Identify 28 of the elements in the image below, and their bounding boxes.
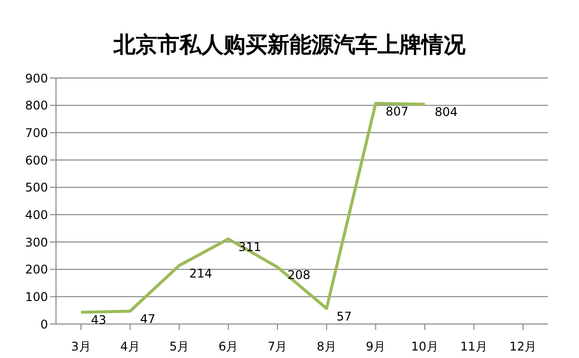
y-tick-label: 0 bbox=[40, 317, 48, 332]
x-tick-label: 5月 bbox=[169, 340, 190, 354]
data-label: 208 bbox=[287, 268, 310, 282]
x-tick-label: 10月 bbox=[411, 340, 438, 354]
x-tick-label: 7月 bbox=[268, 340, 288, 354]
y-tick-label: 300 bbox=[25, 235, 48, 250]
y-tick-label: 700 bbox=[25, 126, 48, 140]
data-label: 807 bbox=[386, 104, 409, 118]
y-tick-label: 100 bbox=[25, 290, 48, 304]
y-tick-label: 500 bbox=[25, 180, 48, 195]
data-label: 43 bbox=[91, 313, 106, 328]
x-tick-label: 11月 bbox=[460, 340, 488, 354]
y-tick-label: 800 bbox=[25, 98, 48, 113]
chart-title: 北京市私人购买新能源汽车上牌情况 bbox=[112, 32, 466, 60]
x-tick-label: 9月 bbox=[366, 340, 386, 354]
data-label: 214 bbox=[189, 266, 212, 281]
x-tick-label: 12月 bbox=[509, 340, 537, 354]
data-label: 804 bbox=[434, 105, 458, 120]
data-label: 57 bbox=[336, 309, 352, 324]
x-tick-label: 8月 bbox=[316, 340, 336, 354]
y-tick-label: 600 bbox=[25, 153, 48, 168]
y-tick-label: 400 bbox=[25, 208, 48, 222]
y-tick-label: 200 bbox=[25, 262, 48, 277]
y-tick-label: 900 bbox=[25, 71, 48, 86]
x-tick-label: 3月 bbox=[71, 340, 91, 354]
x-tick-label: 4月 bbox=[120, 340, 140, 354]
data-label: 47 bbox=[140, 312, 156, 326]
x-tick-label: 6月 bbox=[218, 340, 238, 354]
